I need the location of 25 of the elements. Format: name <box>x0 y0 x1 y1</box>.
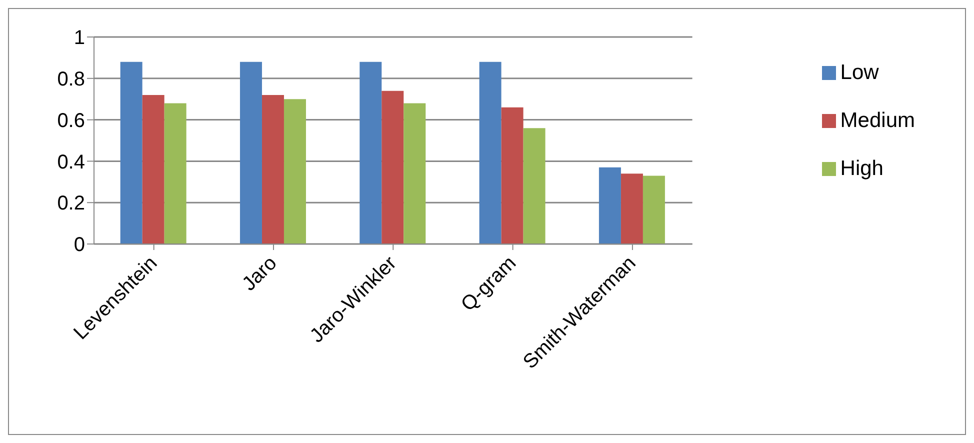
bar <box>620 174 643 244</box>
legend-label: Medium <box>840 109 915 132</box>
bar <box>404 103 426 244</box>
y-tick-label: 0.6 <box>57 110 85 132</box>
y-tick-label: 0 <box>74 234 85 256</box>
legend-label: High <box>840 157 884 180</box>
bar <box>164 103 186 244</box>
bar <box>479 62 502 244</box>
bar <box>262 94 284 244</box>
bar <box>360 62 382 244</box>
x-tick-label: Jaro <box>238 252 282 296</box>
y-tick-label: 0.4 <box>57 151 85 174</box>
y-tick-label: 0.2 <box>57 192 85 215</box>
bar <box>240 62 262 244</box>
bar <box>523 128 546 244</box>
bar <box>642 176 665 244</box>
y-tick-label: 1 <box>74 27 85 50</box>
bar <box>284 99 306 244</box>
bar <box>501 107 524 244</box>
legend-label: Low <box>840 61 879 84</box>
y-tick-label: 0.8 <box>57 68 85 90</box>
bar <box>142 94 164 244</box>
bar <box>598 167 621 244</box>
bar <box>120 62 142 244</box>
bar <box>382 90 404 244</box>
